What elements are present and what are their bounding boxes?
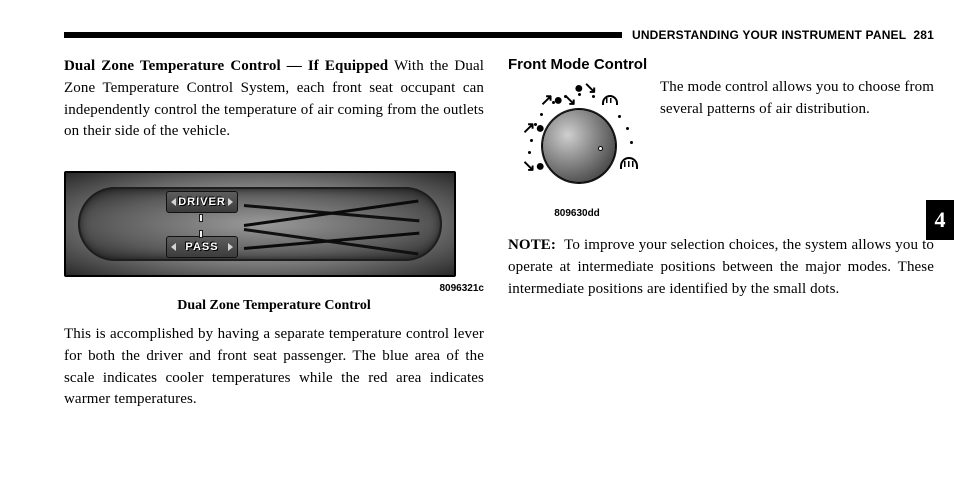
driver-slider: DRIVER bbox=[166, 191, 238, 213]
defrost-mix-icon bbox=[602, 95, 618, 105]
dual-zone-figure: DRIVER PASS 8096321c Dual bbox=[64, 171, 484, 314]
figure-caption-left: Dual Zone Temperature Control bbox=[64, 298, 484, 314]
defrost-icon bbox=[620, 157, 638, 169]
right-heading: Front Mode Control bbox=[508, 56, 934, 73]
header-rule bbox=[64, 32, 622, 38]
pass-tick bbox=[199, 230, 203, 238]
mode-dial-figure: ↘● ↗● ↗●↘ ●↘ 809630dd bbox=[508, 79, 646, 219]
page-header: UNDERSTANDING YOUR INSTRUMENT PANEL 281 bbox=[64, 28, 934, 42]
driver-label: DRIVER bbox=[178, 196, 226, 208]
note-paragraph: NOTE: To improve your selection choices,… bbox=[508, 235, 934, 300]
knob-indicator-icon bbox=[598, 146, 603, 151]
pass-label: PASS bbox=[185, 241, 218, 253]
passenger-slider: PASS bbox=[166, 236, 238, 258]
chevron-right-icon bbox=[228, 243, 233, 251]
section-name: UNDERSTANDING YOUR INSTRUMENT PANEL bbox=[632, 28, 906, 42]
left-para-2: This is accomplished by having a separat… bbox=[64, 324, 484, 411]
chevron-left-icon bbox=[171, 198, 176, 206]
driver-tick bbox=[199, 214, 203, 222]
note-body: To improve your selection choices, the s… bbox=[508, 237, 934, 297]
page-number: 281 bbox=[913, 28, 934, 42]
dual-zone-control-illustration: DRIVER PASS bbox=[64, 171, 456, 277]
note-label: NOTE: bbox=[508, 237, 556, 253]
chevron-right-icon bbox=[228, 198, 233, 206]
two-column-layout: Dual Zone Temperature Control — If Equip… bbox=[64, 56, 934, 411]
mode-knob bbox=[542, 109, 616, 183]
manual-page: UNDERSTANDING YOUR INSTRUMENT PANEL 281 … bbox=[64, 28, 934, 480]
chapter-tab: 4 bbox=[926, 200, 954, 240]
left-heading: Dual Zone Temperature Control — If Equip… bbox=[64, 58, 388, 74]
figure-code-right: 809630dd bbox=[508, 208, 646, 219]
chevron-left-icon bbox=[171, 243, 176, 251]
right-column: Front Mode Control ↘● ↗● ↗●↘ ●↘ bbox=[508, 56, 934, 411]
right-intro-block: ↘● ↗● ↗●↘ ●↘ 809630dd The mode control a… bbox=[508, 77, 934, 221]
chapter-tab-label: 4 bbox=[935, 207, 946, 233]
figure-code-left: 8096321c bbox=[64, 283, 484, 294]
left-intro-paragraph: Dual Zone Temperature Control — If Equip… bbox=[64, 56, 484, 143]
header-title: UNDERSTANDING YOUR INSTRUMENT PANEL 281 bbox=[622, 28, 934, 42]
left-column: Dual Zone Temperature Control — If Equip… bbox=[64, 56, 484, 411]
